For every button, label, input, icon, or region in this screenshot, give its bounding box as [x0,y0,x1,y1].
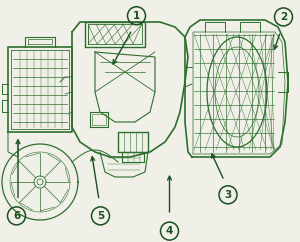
Text: 2: 2 [280,12,287,22]
Text: 6: 6 [13,211,20,221]
Text: 1: 1 [133,11,140,21]
Text: 5: 5 [97,211,104,221]
Text: 4: 4 [166,226,173,236]
Text: 3: 3 [224,190,232,200]
